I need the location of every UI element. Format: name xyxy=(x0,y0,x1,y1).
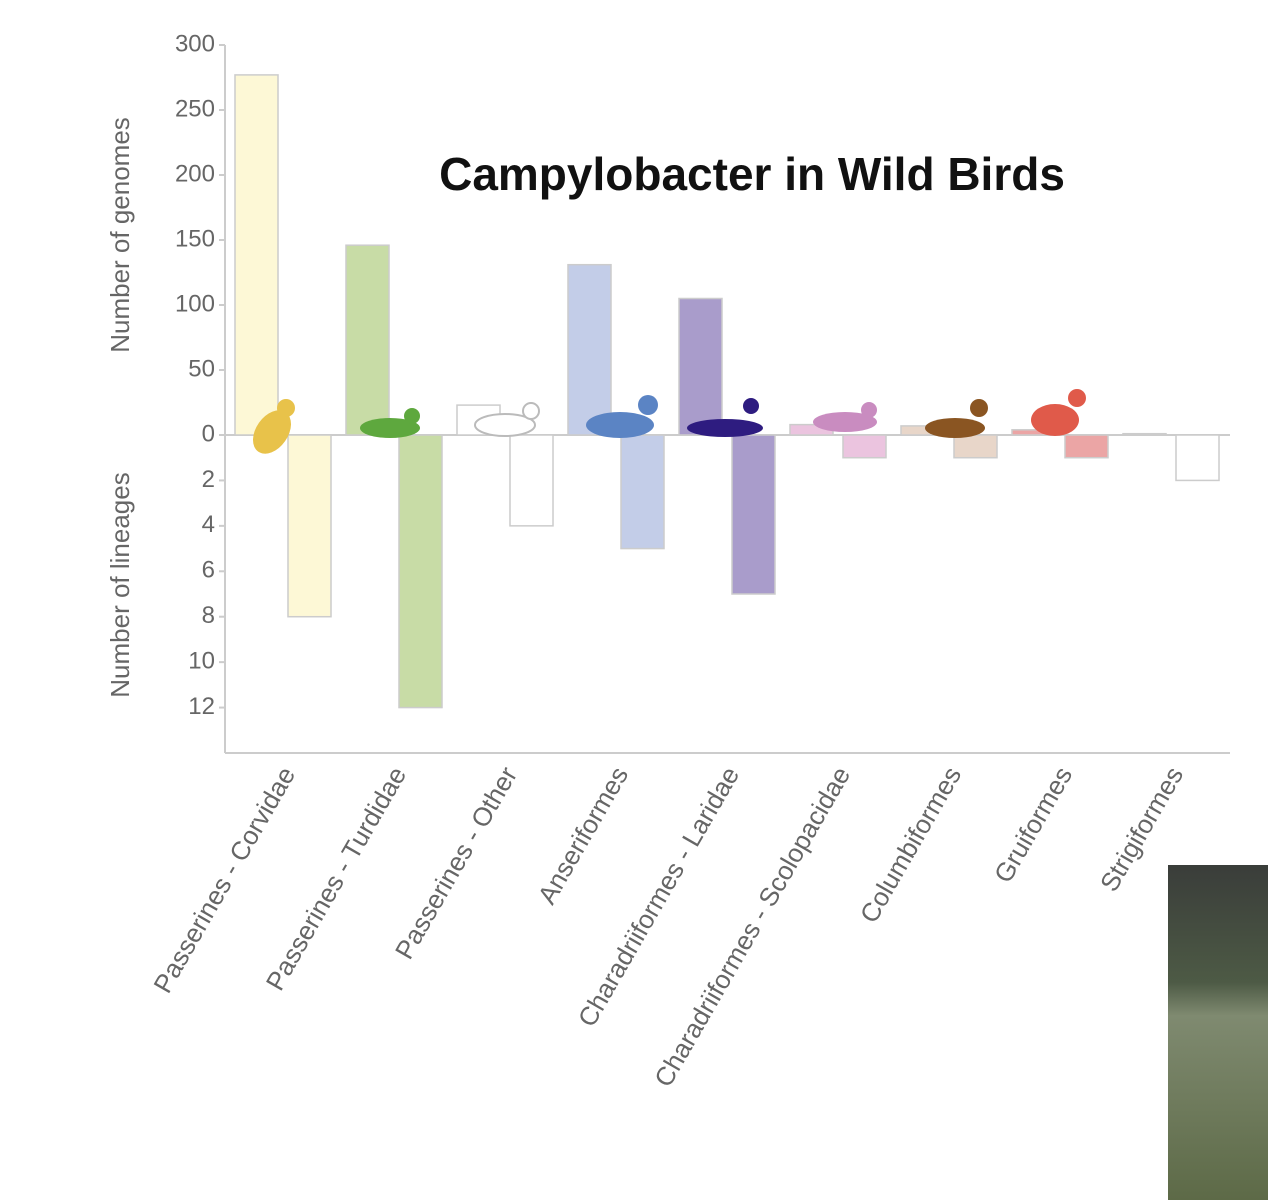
x-tick-label: Passerines - Other xyxy=(389,761,524,964)
lineage-bar xyxy=(398,434,443,709)
lineage-bar xyxy=(731,434,776,595)
photo xyxy=(1168,865,1268,1200)
x-tick-label: Charadriiformes - Scolopacidae xyxy=(648,761,856,1091)
lineage-bar xyxy=(1064,434,1109,459)
y2-tick-label: 12 xyxy=(188,693,215,720)
x-tick-label: Gruiformes xyxy=(988,761,1078,887)
bird-icon xyxy=(360,408,420,438)
chart-title: Campylobacter in Wild Birds xyxy=(439,148,1065,200)
bird-icon xyxy=(474,402,540,437)
genome-bar xyxy=(678,297,723,436)
bird-icon xyxy=(252,399,295,454)
bird-icon xyxy=(586,395,658,438)
lineage-bar xyxy=(287,434,332,618)
y2-tick-label: 4 xyxy=(202,511,215,538)
genome-bar xyxy=(567,263,612,436)
bird-icons xyxy=(252,389,1086,454)
y-tick-label: 150 xyxy=(175,225,215,252)
y-tick-label: 300 xyxy=(175,30,215,57)
y2-tick-label: 8 xyxy=(202,602,215,629)
genome-bar xyxy=(1122,432,1167,436)
y-tick-label: 100 xyxy=(175,290,215,317)
x-tick-label: Anseriformes xyxy=(532,761,635,909)
bird-icon xyxy=(687,398,763,437)
y2-tick-label: 2 xyxy=(202,466,215,493)
lineage-bar xyxy=(620,434,665,550)
y-tick-label: 0 xyxy=(202,420,215,447)
bird-icon xyxy=(1031,389,1086,436)
y2-axis-label: Number of lineages xyxy=(105,472,135,697)
genome-bar xyxy=(234,74,279,436)
y2-tick-label: 6 xyxy=(202,557,215,584)
y-tick-label: 250 xyxy=(175,95,215,122)
bird-icon xyxy=(925,399,988,438)
lineage-bar xyxy=(953,434,998,459)
lineage-bar xyxy=(1175,434,1220,482)
lineage-bar xyxy=(509,434,554,527)
bird-icon xyxy=(813,402,877,432)
y-tick-label: 50 xyxy=(188,355,215,382)
genome-bar xyxy=(345,244,390,436)
y2-tick-label: 10 xyxy=(188,647,215,674)
x-tick-label: Columbiformes xyxy=(854,761,967,927)
lineage-bar xyxy=(842,434,887,459)
y-tick-label: 200 xyxy=(175,160,215,187)
y-axis-label: Number of genomes xyxy=(105,117,135,353)
